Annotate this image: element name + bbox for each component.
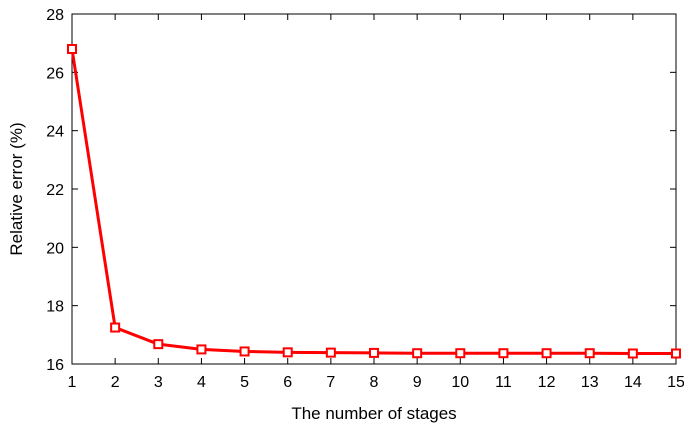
data-point-marker xyxy=(110,322,121,333)
series-layer xyxy=(67,44,681,359)
x-tick-label: 9 xyxy=(413,374,422,391)
y-axis-title: Relative error (%) xyxy=(7,122,26,255)
x-tick-label: 6 xyxy=(283,374,292,391)
data-point-marker xyxy=(67,44,77,54)
x-tick-label: 10 xyxy=(451,374,469,391)
plot-frame xyxy=(71,13,677,365)
y-tick-label: 26 xyxy=(46,65,64,82)
x-tick-label: 3 xyxy=(154,374,163,391)
data-point-marker xyxy=(671,348,681,359)
plot-border xyxy=(71,13,677,365)
data-point-marker xyxy=(412,348,423,359)
y-tick-label: 16 xyxy=(46,357,64,374)
x-axis-title: The number of stages xyxy=(291,404,456,423)
x-tick-label: 5 xyxy=(240,374,249,391)
x-tick-label: 14 xyxy=(624,374,642,391)
data-point-marker xyxy=(541,348,552,359)
x-axis: 1 2 3 4 5 6 7 8 9 10 11 12 13 14 15 xyxy=(68,14,684,391)
y-tick-label: 22 xyxy=(46,182,64,199)
data-point-marker xyxy=(239,346,250,357)
x-tick-label: 13 xyxy=(581,374,599,391)
x-tick-label: 1 xyxy=(68,374,77,391)
x-tick-label: 8 xyxy=(370,374,379,391)
data-point-marker xyxy=(627,348,638,359)
y-axis: 16 18 20 22 24 26 28 xyxy=(46,7,676,374)
x-tick-label: 11 xyxy=(495,374,512,391)
y-tick-label: 20 xyxy=(46,240,64,257)
data-point-marker xyxy=(282,347,293,358)
x-tick-label: 7 xyxy=(326,374,335,391)
data-point-marker xyxy=(153,339,164,350)
y-tick-label: 18 xyxy=(46,299,64,316)
y-tick-label: 28 xyxy=(46,7,64,24)
series-line xyxy=(70,48,676,355)
data-point-marker xyxy=(369,347,379,358)
y-tick-label: 24 xyxy=(46,124,64,141)
x-tick-label: 12 xyxy=(538,374,556,391)
data-point-marker xyxy=(584,348,595,359)
data-point-marker xyxy=(196,344,207,355)
data-point-marker xyxy=(498,348,509,359)
x-tick-label: 4 xyxy=(197,374,206,391)
data-point-marker xyxy=(325,347,336,358)
data-point-marker xyxy=(455,348,466,359)
x-tick-label: 2 xyxy=(111,374,120,391)
x-tick-label: 15 xyxy=(667,374,684,391)
